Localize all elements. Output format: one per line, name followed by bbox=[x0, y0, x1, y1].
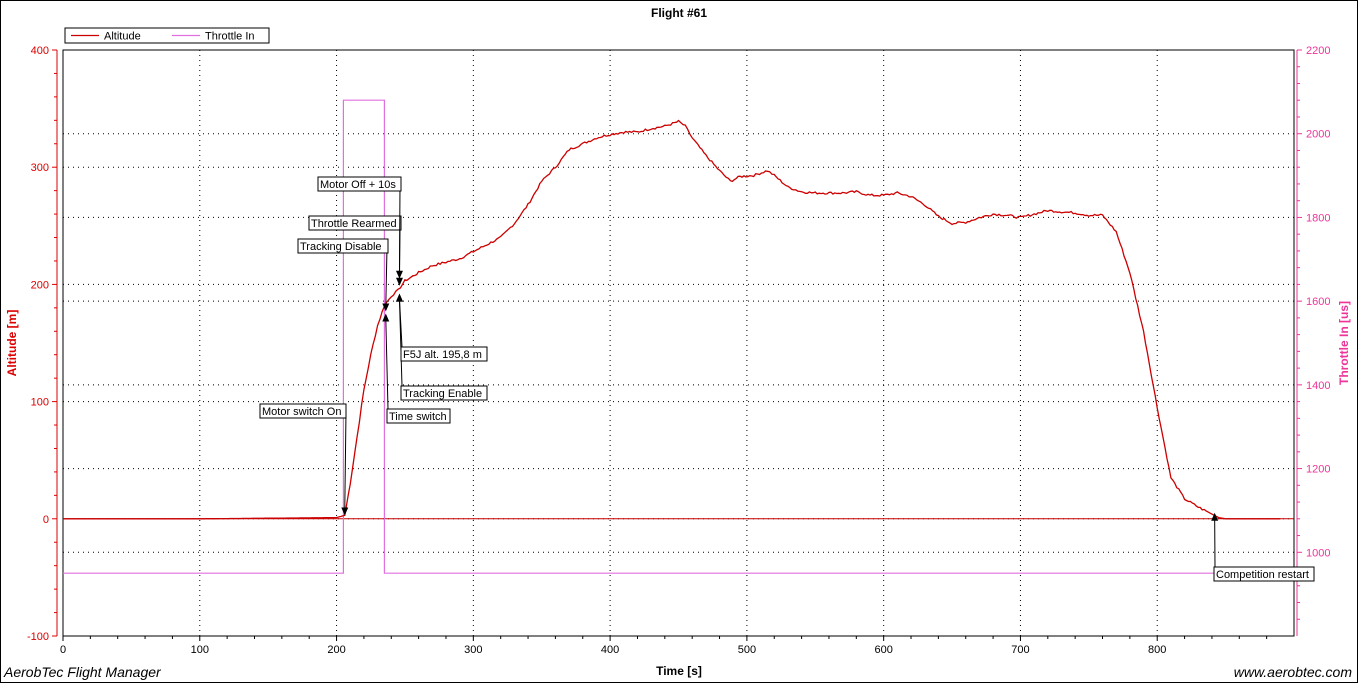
legend-box bbox=[64, 27, 270, 44]
annotation-arrowhead bbox=[395, 293, 403, 302]
annotation-label: Tracking Enable bbox=[403, 388, 482, 400]
annotation-leader bbox=[398, 299, 403, 348]
annotation-label: Competition restart bbox=[1216, 569, 1309, 581]
x-tick-label: 500 bbox=[738, 644, 756, 656]
x-tick-label: 0 bbox=[60, 644, 66, 656]
x-axis-title: Time [s] bbox=[656, 664, 702, 678]
annotation-arrowhead bbox=[395, 277, 403, 286]
annotations-layer: Motor switch On Tracking Disable Throttle … bbox=[259, 176, 1315, 582]
y-tick-label: 200 bbox=[31, 279, 49, 291]
annotation-label: Motor switch On bbox=[262, 406, 341, 418]
x-tick-label: 600 bbox=[874, 644, 892, 656]
series-layer bbox=[63, 99, 1294, 574]
x-tick-label: 400 bbox=[601, 644, 619, 656]
annotation-arrowhead bbox=[341, 507, 349, 516]
x-tick-label: 800 bbox=[1148, 644, 1166, 656]
annotation-leader bbox=[344, 411, 347, 510]
y2-tick-label: 1000 bbox=[1306, 547, 1330, 559]
annotation-label: Motor Off + 10s bbox=[320, 179, 396, 191]
x-tick-label: 200 bbox=[327, 644, 345, 656]
y2-tick-label: 1800 bbox=[1306, 212, 1330, 224]
annotation-box bbox=[297, 238, 389, 254]
y-axis-title: Altitude [m] bbox=[5, 310, 19, 377]
annotation-box bbox=[386, 408, 451, 424]
legend-label-throttle: Throttle In bbox=[205, 31, 255, 43]
y-tick-label: 300 bbox=[31, 162, 49, 174]
footer-brand: AerobTec Flight Manager bbox=[4, 664, 161, 680]
y-tick-label: -100 bbox=[27, 631, 49, 643]
y2-tick-label: 2000 bbox=[1306, 129, 1330, 141]
annotation-box bbox=[400, 346, 488, 362]
annotation-leader bbox=[385, 246, 388, 306]
annotation-box bbox=[259, 403, 347, 419]
y2-tick-label: 1400 bbox=[1306, 380, 1330, 392]
annotation-box bbox=[317, 176, 402, 192]
annotation-arrowhead bbox=[1211, 512, 1219, 521]
annotation-arrowhead bbox=[382, 303, 390, 312]
y-tick-label: 400 bbox=[31, 45, 49, 57]
x-tick-label: 700 bbox=[1011, 644, 1029, 656]
series-line-altitude bbox=[63, 119, 1281, 520]
x-axis: 0 100 200 300 400 500 600 700 800 bbox=[60, 636, 1268, 656]
x-tick-label: 300 bbox=[464, 644, 482, 656]
footer-url[interactable]: www.aerobtec.com bbox=[1233, 664, 1352, 680]
x-tick-label: 100 bbox=[191, 644, 209, 656]
chart-title: Flight #61 bbox=[651, 6, 707, 20]
annotation-arrowhead bbox=[382, 313, 390, 322]
annotation-label: Throttle Rearmed bbox=[311, 218, 397, 230]
annotation-label: Tracking Disable bbox=[300, 241, 382, 253]
annotation-box bbox=[400, 385, 488, 401]
y2-axis-title: Throttle In [us] bbox=[1337, 301, 1351, 385]
grid bbox=[63, 50, 1294, 636]
annotation-box bbox=[1213, 566, 1315, 582]
y-tick-label: 100 bbox=[31, 397, 49, 409]
series-line-throttle bbox=[63, 99, 1294, 574]
right-axis: 1000 1200 1400 1600 1800 2000 2200 bbox=[1296, 45, 1330, 636]
y-tick-label: 0 bbox=[43, 514, 49, 526]
left-axis: -100 0 100 200 300 400 bbox=[27, 45, 58, 643]
plot-area bbox=[62, 49, 1295, 637]
annotation-label: F5J alt. 195,8 m bbox=[403, 349, 482, 361]
legend: Altitude Throttle In bbox=[64, 27, 270, 44]
y2-tick-label: 1600 bbox=[1306, 296, 1330, 308]
annotation-leader bbox=[385, 319, 389, 410]
y2-tick-label: 1200 bbox=[1306, 464, 1330, 476]
y2-tick-label: 2200 bbox=[1306, 45, 1330, 57]
annotation-label: Time switch bbox=[389, 411, 447, 423]
annotation-arrowhead bbox=[395, 270, 403, 279]
annotation-box bbox=[308, 215, 402, 231]
legend-label-altitude: Altitude bbox=[104, 31, 141, 43]
annotation-leader bbox=[398, 184, 401, 273]
